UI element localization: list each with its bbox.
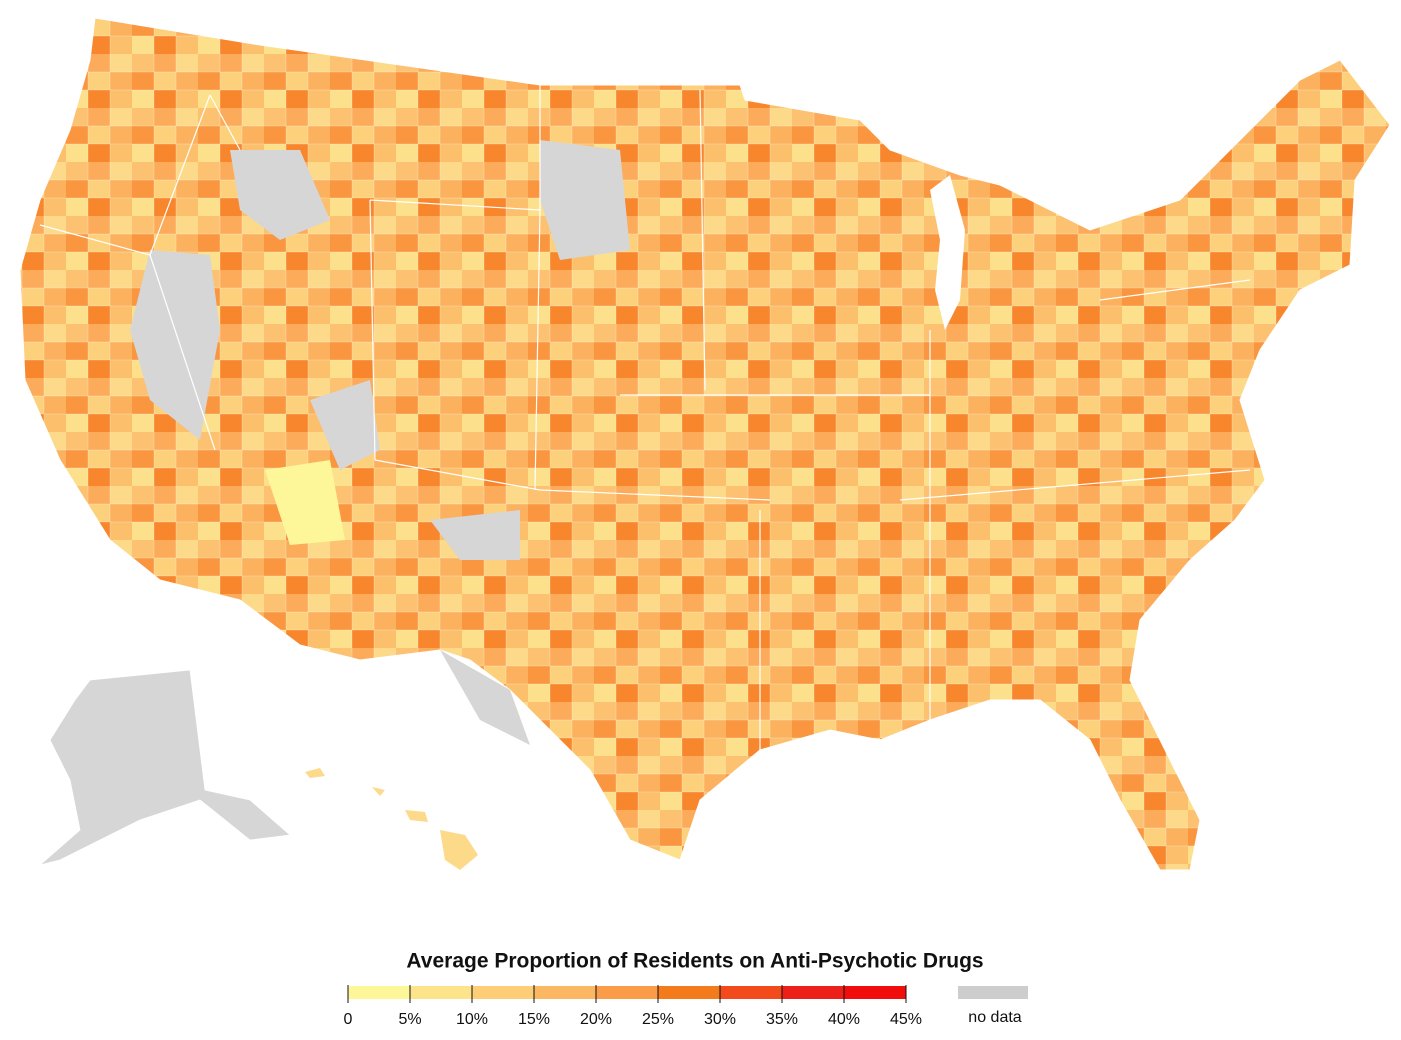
us-outline [19, 17, 1391, 871]
no-data-region [430, 510, 520, 560]
legend-title: Average Proportion of Residents on Anti-… [406, 950, 983, 973]
low-region [265, 460, 345, 545]
no-data-region [310, 380, 380, 470]
legend-bin [534, 986, 596, 999]
legend-bin [472, 986, 534, 999]
legend-bin [596, 986, 658, 999]
legend-tick-label: 45% [890, 1011, 922, 1028]
legend-bin [720, 986, 782, 999]
legend-tick-label: 0 [344, 1011, 353, 1028]
legend-tick-label: 20% [580, 1011, 612, 1028]
hawaii [305, 768, 478, 870]
no-data-region [440, 650, 530, 745]
legend: Average Proportion of Residents on Anti-… [344, 950, 1028, 1028]
no-data-region [130, 250, 220, 440]
hawaii-island [440, 830, 478, 870]
legend-tick-label: 15% [518, 1011, 550, 1028]
no-data-swatch [958, 986, 1028, 999]
legend-bin [348, 986, 410, 999]
contiguous-us [19, 17, 1391, 871]
state-borders [39, 85, 1251, 750]
legend-tick-label: 25% [642, 1011, 674, 1028]
legend-tick-label: 10% [456, 1011, 488, 1028]
hawaii-island [405, 810, 428, 822]
alaska [39, 669, 291, 866]
legend-bin [844, 986, 906, 999]
legend-bin [782, 986, 844, 999]
hawaii-island [372, 787, 385, 796]
legend-tick-label: 30% [704, 1011, 736, 1028]
no-data-region [230, 150, 330, 240]
legend-tick-label: 35% [766, 1011, 798, 1028]
legend-bin [410, 986, 472, 999]
legend-bin [658, 986, 720, 999]
no-data-label: no data [968, 1009, 1021, 1026]
no-data-region [540, 140, 630, 260]
legend-tick-label: 40% [828, 1011, 860, 1028]
lake-michigan [930, 175, 965, 330]
hawaii-island [305, 768, 325, 778]
legend-tick-label: 5% [398, 1011, 421, 1028]
